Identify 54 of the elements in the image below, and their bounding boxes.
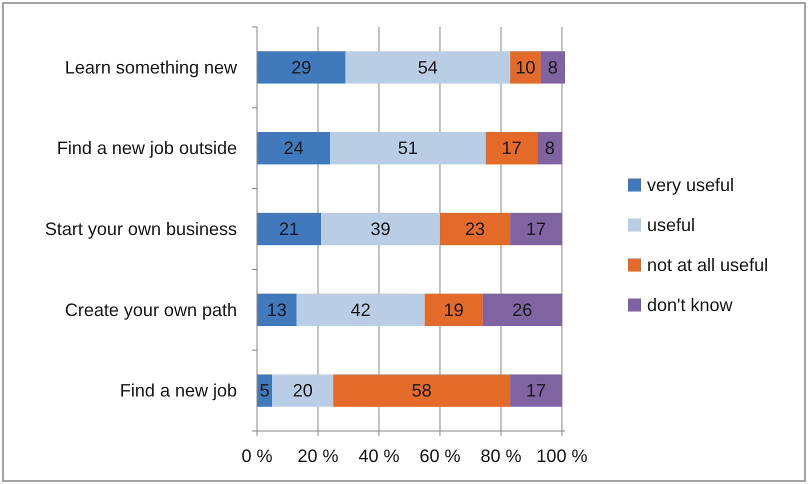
- data-label: 20: [292, 380, 313, 401]
- data-label: 8: [544, 138, 555, 158]
- bar: [538, 132, 562, 164]
- data-label: 24: [284, 138, 304, 158]
- x-tick-label: 80 %: [480, 446, 522, 466]
- y-tick-label: Start your own business: [44, 219, 237, 239]
- legend-label: not at all useful: [647, 255, 768, 275]
- y-tick-label: Learn something new: [64, 57, 238, 78]
- bar: [424, 294, 483, 326]
- data-label: 17: [526, 380, 546, 401]
- bar: [345, 51, 510, 84]
- x-tick-label: 40 %: [358, 446, 400, 466]
- data-label: 8: [548, 57, 558, 78]
- data-label: 51: [398, 138, 418, 158]
- data-label: 19: [444, 300, 464, 320]
- data-label: 42: [350, 300, 371, 320]
- data-label: 58: [412, 380, 432, 401]
- y-tick-label: Find a new job outside: [56, 138, 237, 158]
- legend-label: very useful: [647, 175, 734, 195]
- x-tick-label: 20 %: [297, 446, 339, 466]
- data-label: 17: [502, 138, 522, 158]
- data-label: 17: [526, 219, 546, 239]
- bar: [330, 132, 486, 164]
- bar: [257, 294, 297, 326]
- bar: [440, 212, 510, 246]
- legend-label: don't know: [647, 295, 734, 315]
- data-label: 39: [370, 219, 391, 239]
- bar: [333, 374, 510, 407]
- y-tick-label: Find a new job: [120, 380, 237, 401]
- bar: [510, 212, 562, 246]
- legend-label: useful: [647, 215, 696, 235]
- bar: [272, 374, 334, 407]
- bar: [257, 132, 330, 164]
- data-label: 54: [418, 57, 438, 78]
- bar: [257, 51, 346, 84]
- bar: [321, 212, 440, 246]
- data-label: 23: [465, 219, 486, 239]
- data-label: 5: [260, 380, 270, 401]
- x-tick-label: 100 %: [536, 446, 588, 466]
- x-tick-label: 60 %: [419, 446, 460, 466]
- data-label: 29: [291, 57, 312, 78]
- bar: [296, 294, 425, 326]
- y-tick-label: Create your own path: [64, 300, 237, 320]
- bar: [257, 212, 322, 246]
- bar: [486, 132, 538, 164]
- data-label: 13: [266, 300, 287, 320]
- bar: [510, 51, 541, 84]
- bar: [540, 51, 565, 84]
- x-tick-label: 0 %: [241, 446, 273, 466]
- bar: [482, 294, 562, 326]
- bar: [510, 374, 562, 407]
- data-label: 26: [512, 300, 532, 320]
- data-label: 21: [279, 219, 300, 239]
- data-label: 10: [515, 57, 536, 78]
